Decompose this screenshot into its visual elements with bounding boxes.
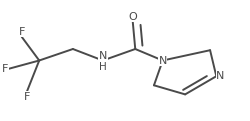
Text: N: N — [216, 71, 225, 81]
Text: F: F — [18, 27, 25, 37]
Text: F: F — [2, 64, 8, 74]
Text: N: N — [99, 51, 107, 61]
Text: O: O — [128, 12, 137, 22]
Text: N: N — [158, 56, 167, 65]
Text: F: F — [24, 92, 30, 102]
Text: H: H — [99, 62, 107, 72]
